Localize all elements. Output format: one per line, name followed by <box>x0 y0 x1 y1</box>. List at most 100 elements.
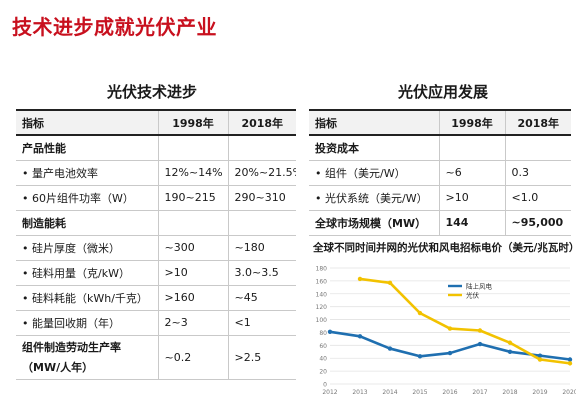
value-1998: ~0.2 <box>158 335 229 380</box>
row-label: 硅片厚度（微米） <box>16 235 159 261</box>
data-point <box>567 361 573 366</box>
data-point <box>357 276 363 282</box>
table-row: 组件制造劳动生产率 （MW/人年） ~0.2 >2.5 <box>16 335 296 380</box>
y-tick-label: 80 <box>319 330 327 337</box>
left-panel-title: 光伏技术进步 <box>107 83 198 101</box>
table-row: 硅料耗能（kWh/千克）>160~45 <box>16 285 296 311</box>
table-row: 全球市场规模（MW） 144 ~95,000 <box>309 210 571 236</box>
value-2018: <1 <box>228 310 296 336</box>
value-1998: ~6 <box>439 160 506 186</box>
value-1998: 190~215 <box>158 185 229 211</box>
data-point <box>477 328 483 333</box>
table-row: 组件（美元/W）~60.3 <box>309 160 571 186</box>
y-tick-label: 160 <box>316 278 328 285</box>
x-tick-label: 2016 <box>442 389 457 396</box>
x-tick-label: 2015 <box>412 389 427 396</box>
application-table: 指标 1998年 2018年 投资成本组件（美元/W）~60.3光伏系统（美元/… <box>309 109 571 236</box>
value-1998: >160 <box>158 285 229 311</box>
row-label: 制造能耗 <box>16 210 159 236</box>
x-tick-label: 2019 <box>532 389 547 396</box>
value-1998: >10 <box>439 185 506 211</box>
value-1998: >10 <box>158 260 229 286</box>
y-tick-label: 60 <box>319 343 327 350</box>
data-point <box>417 310 423 316</box>
series-line-1 <box>359 277 571 365</box>
value-1998: ~300 <box>158 235 229 261</box>
value-2018: >2.5 <box>228 335 296 380</box>
data-point <box>537 353 543 358</box>
table-header-row: 指标 1998年 2018年 <box>16 110 296 136</box>
header-indicator: 指标 <box>16 110 159 136</box>
tariff-line-chart: 0 20 40 60 80 100 120 140 160 180 2012 2013 2014 2015… <box>316 266 576 397</box>
y-tick-label: 40 <box>319 356 327 363</box>
data-point <box>387 346 393 351</box>
row-label-line2: （MW/人年） <box>22 361 94 374</box>
table-row: 制造能耗 <box>16 210 296 236</box>
row-label: 投资成本 <box>309 135 440 161</box>
value-2018 <box>228 135 296 161</box>
x-tick-label: 2017 <box>472 389 487 396</box>
table-row: 硅料用量（克/kW）>103.0~3.5 <box>16 260 296 286</box>
table-row: 光伏系统（美元/W）>10<1.0 <box>309 185 571 211</box>
legend-label: 陆上风电 <box>466 282 493 291</box>
value-1998: 2~3 <box>158 310 229 336</box>
value-2018: ~180 <box>228 235 296 261</box>
y-tick-label: 140 <box>316 291 328 298</box>
right-panel-title: 光伏应用发展 <box>398 83 489 101</box>
data-point <box>417 354 423 359</box>
value-2018: 3.0~3.5 <box>228 260 296 286</box>
x-tick-label: 2020 <box>562 389 576 396</box>
chart-title: 全球不同时间并网的光伏和风电招标电价（美元/兆瓦时） <box>313 242 580 254</box>
data-point <box>327 329 333 334</box>
row-label: 光伏系统（美元/W） <box>309 185 440 211</box>
data-point <box>387 280 393 286</box>
value-2018: 290~310 <box>228 185 296 211</box>
value-2018: ~95,000 <box>505 210 571 236</box>
y-tick-label: 100 <box>316 317 328 324</box>
x-tick-label: 2018 <box>502 389 517 396</box>
header-1998: 1998年 <box>158 110 229 136</box>
x-tick-label: 2012 <box>322 389 337 396</box>
data-point <box>447 350 453 356</box>
value-1998: 144 <box>439 210 506 236</box>
data-point <box>447 326 453 331</box>
value-1998 <box>158 210 229 236</box>
row-label-line1: 组件制造劳动生产率 <box>22 341 121 354</box>
row-label: 量产电池效率 <box>16 160 159 186</box>
value-2018: 0.3 <box>505 160 571 186</box>
data-point <box>477 341 483 347</box>
row-label: 硅料耗能（kWh/千克） <box>16 285 159 311</box>
table-row: 硅片厚度（微米）~300~180 <box>16 235 296 261</box>
header-2018: 2018年 <box>505 110 571 136</box>
value-2018: 20%~21.5% <box>228 160 296 186</box>
table-row: 投资成本 <box>309 135 571 161</box>
data-point <box>357 334 363 339</box>
page-title: 技术进步成就光伏产业 <box>12 15 217 39</box>
y-tick-label: 180 <box>316 266 328 273</box>
row-label: 组件（美元/W） <box>309 160 440 186</box>
data-point <box>567 357 573 362</box>
table-header-row: 指标 1998年 2018年 <box>309 110 571 136</box>
row-label: 全球市场规模（MW） <box>309 210 440 236</box>
y-tick-label: 120 <box>316 304 328 311</box>
data-point <box>537 357 543 362</box>
legend-label: 光伏 <box>466 291 480 300</box>
value-1998: 12%~14% <box>158 160 229 186</box>
tech-progress-table: 指标 1998年 2018年 产品性能量产电池效率12%~14%20%~21.5… <box>16 109 296 380</box>
value-2018: ~45 <box>228 285 296 311</box>
row-label: 60片组件功率（W） <box>16 185 159 211</box>
header-1998: 1998年 <box>439 110 506 136</box>
y-tick-label: 20 <box>319 369 327 376</box>
data-point <box>507 349 513 354</box>
data-point <box>507 340 513 345</box>
y-tick-label: 0 <box>323 382 327 389</box>
row-label: 能量回收期（年） <box>16 310 159 336</box>
row-label: 组件制造劳动生产率 （MW/人年） <box>16 335 159 380</box>
header-indicator: 指标 <box>309 110 440 136</box>
value-2018 <box>505 135 571 161</box>
table-row: 产品性能 <box>16 135 296 161</box>
value-2018 <box>228 210 296 236</box>
x-tick-label: 2014 <box>382 389 397 396</box>
x-tick-label: 2013 <box>352 389 367 396</box>
